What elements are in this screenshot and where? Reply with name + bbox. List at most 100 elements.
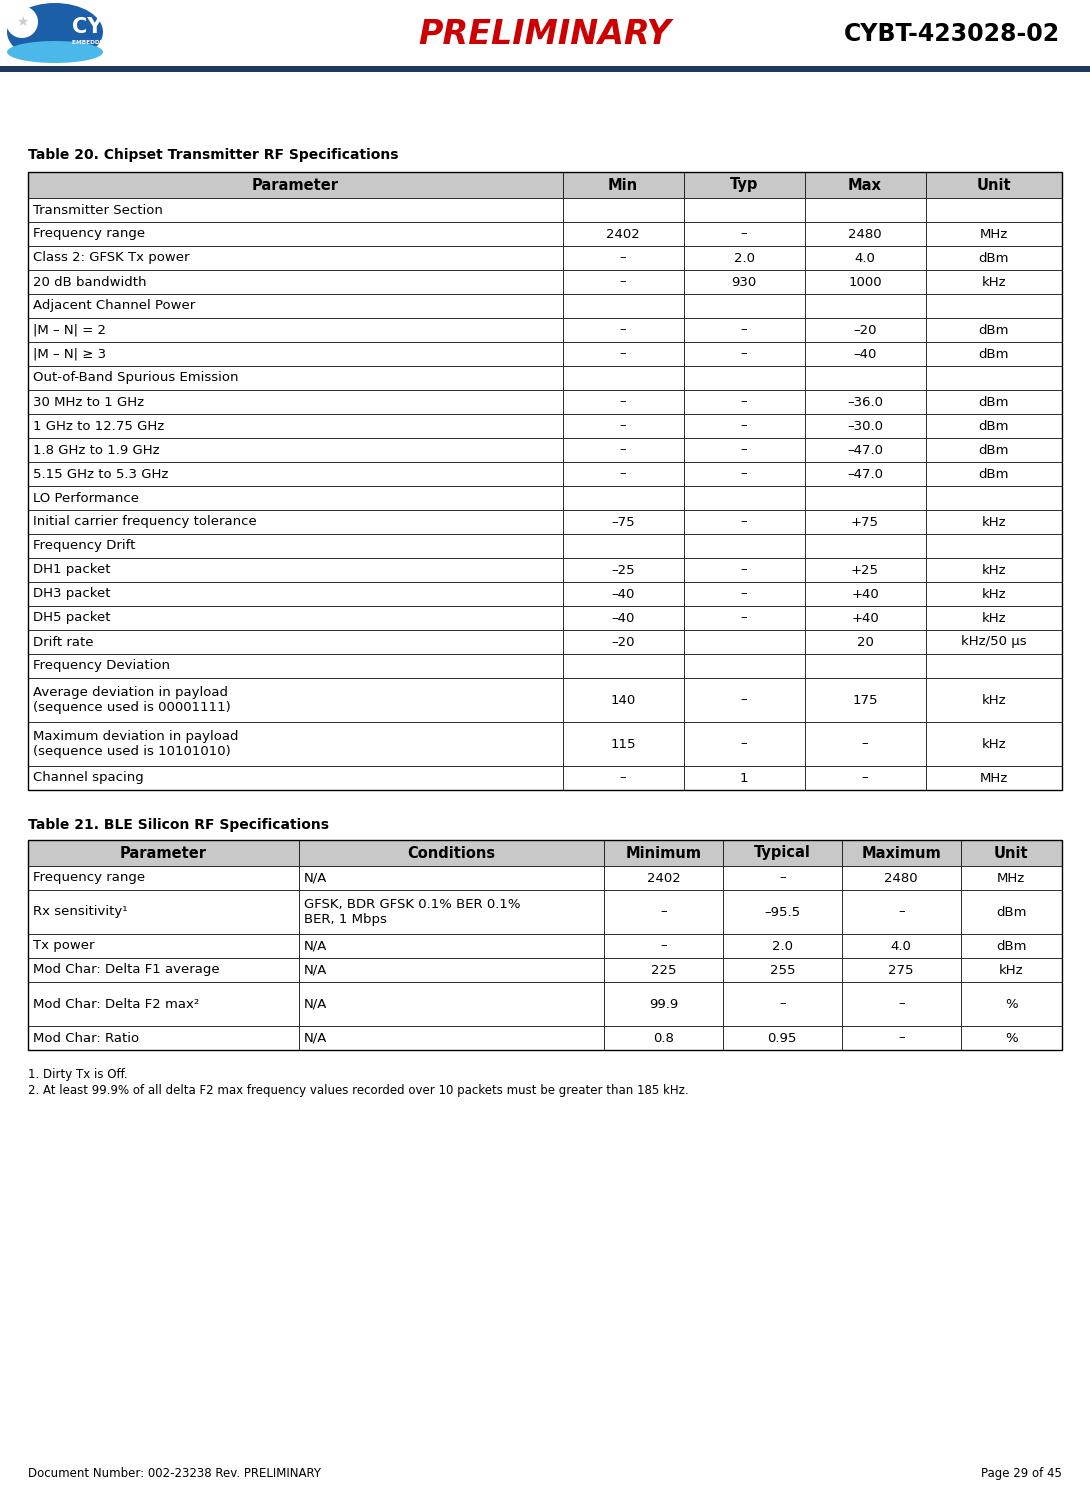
Text: –: – <box>741 444 748 457</box>
Bar <box>28 583 562 607</box>
Text: Class 2: GFSK Tx power: Class 2: GFSK Tx power <box>33 251 190 264</box>
Bar <box>925 223 1062 247</box>
Bar <box>925 607 1062 630</box>
Bar <box>28 486 562 509</box>
Text: –20: –20 <box>853 324 876 336</box>
Bar <box>0 0 1090 72</box>
Bar <box>925 583 1062 607</box>
Bar <box>925 318 1062 342</box>
Bar <box>723 1026 841 1050</box>
Bar <box>804 318 925 342</box>
Text: –: – <box>741 324 748 336</box>
Text: –: – <box>741 563 748 577</box>
Text: 2402: 2402 <box>606 227 640 241</box>
Text: Initial carrier frequency tolerance: Initial carrier frequency tolerance <box>33 515 257 529</box>
Bar <box>683 438 804 462</box>
Bar <box>683 270 804 294</box>
Text: N/A: N/A <box>304 998 327 1010</box>
Bar <box>299 982 604 1026</box>
Text: dBm: dBm <box>979 348 1009 360</box>
Text: Mod Char: Delta F1 average: Mod Char: Delta F1 average <box>33 964 219 977</box>
Bar <box>28 766 562 790</box>
Text: kHz: kHz <box>981 275 1006 288</box>
Text: Conditions: Conditions <box>408 846 496 861</box>
Text: +75: +75 <box>851 515 879 529</box>
Bar <box>723 958 841 982</box>
Text: +40: +40 <box>851 611 879 624</box>
Bar <box>960 982 1062 1026</box>
Text: –: – <box>620 251 627 264</box>
Bar <box>562 199 683 223</box>
Bar <box>960 890 1062 934</box>
Text: Minimum: Minimum <box>626 846 701 861</box>
Text: Mod Char: Delta F2 max²: Mod Char: Delta F2 max² <box>33 998 199 1010</box>
Bar <box>28 294 562 318</box>
Bar <box>604 867 723 890</box>
Bar <box>925 722 1062 766</box>
Bar <box>804 722 925 766</box>
Bar <box>28 607 562 630</box>
Bar <box>804 509 925 533</box>
Bar <box>683 294 804 318</box>
Bar <box>28 342 562 366</box>
Text: Rx sensitivity¹: Rx sensitivity¹ <box>33 905 128 919</box>
Bar <box>925 509 1062 533</box>
Bar <box>604 1026 723 1050</box>
Text: dBm: dBm <box>979 444 1009 457</box>
Bar <box>299 958 604 982</box>
Bar <box>562 486 683 509</box>
Bar <box>804 342 925 366</box>
Text: –30.0: –30.0 <box>847 420 883 432</box>
Bar <box>804 557 925 583</box>
Text: –: – <box>741 468 748 481</box>
Text: CYPRESS: CYPRESS <box>72 16 177 37</box>
Bar <box>604 958 723 982</box>
Text: 1: 1 <box>740 771 749 784</box>
Bar <box>804 223 925 247</box>
Text: –: – <box>741 611 748 624</box>
Text: –: – <box>862 771 869 784</box>
Bar <box>28 172 562 199</box>
Text: –20: –20 <box>611 635 634 648</box>
Text: –: – <box>741 396 748 408</box>
Text: dBm: dBm <box>979 396 1009 408</box>
Bar <box>925 654 1062 678</box>
Text: –: – <box>620 771 627 784</box>
Text: Drift rate: Drift rate <box>33 635 94 648</box>
Bar <box>28 840 1062 1050</box>
Text: –25: –25 <box>611 563 634 577</box>
Bar <box>723 934 841 958</box>
Bar <box>723 840 841 867</box>
Bar <box>299 867 604 890</box>
Bar <box>683 630 804 654</box>
Bar <box>562 607 683 630</box>
Text: 175: 175 <box>852 693 877 707</box>
Bar <box>28 934 299 958</box>
Bar <box>804 654 925 678</box>
Bar <box>683 557 804 583</box>
Text: 1 GHz to 12.75 GHz: 1 GHz to 12.75 GHz <box>33 420 165 432</box>
Bar <box>28 223 562 247</box>
Text: 99.9: 99.9 <box>649 998 678 1010</box>
Text: +40: +40 <box>851 587 879 601</box>
Text: 0.8: 0.8 <box>653 1031 674 1044</box>
Text: %: % <box>1005 1031 1018 1044</box>
Bar <box>28 390 562 414</box>
Bar <box>28 722 562 766</box>
Text: 225: 225 <box>651 964 676 977</box>
Bar <box>804 294 925 318</box>
Bar <box>604 982 723 1026</box>
Bar <box>683 486 804 509</box>
Bar <box>28 172 1062 790</box>
Text: 0.95: 0.95 <box>767 1031 797 1044</box>
Bar <box>28 318 562 342</box>
Bar <box>683 414 804 438</box>
Bar <box>960 934 1062 958</box>
Bar <box>960 1026 1062 1050</box>
Bar <box>925 366 1062 390</box>
Text: Maximum: Maximum <box>861 846 941 861</box>
Bar <box>804 172 925 199</box>
Bar <box>28 462 562 486</box>
Text: N/A: N/A <box>304 871 327 884</box>
Text: |M – N| ≥ 3: |M – N| ≥ 3 <box>33 348 106 360</box>
